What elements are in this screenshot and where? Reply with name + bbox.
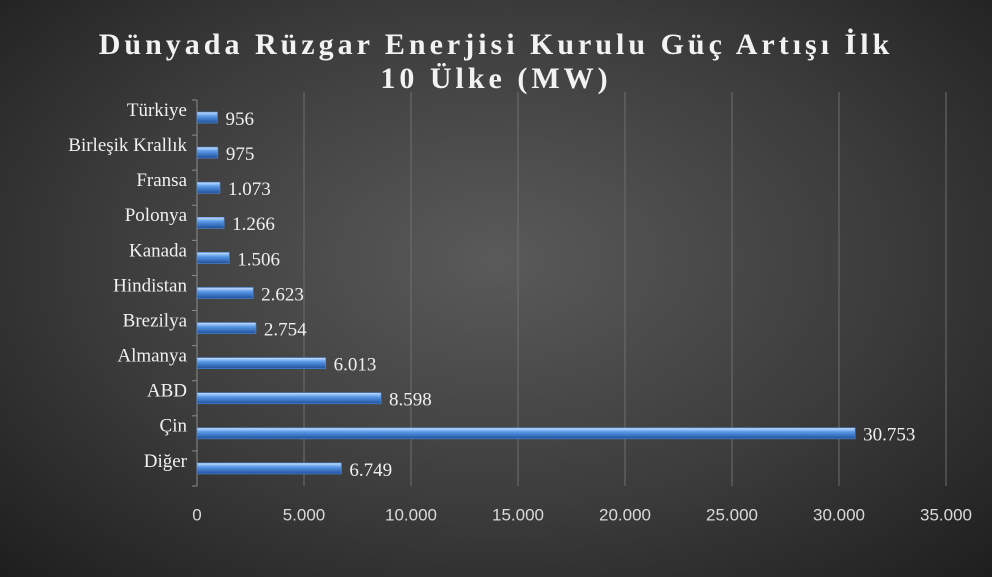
data-label: 1.073 bbox=[228, 179, 271, 200]
bar bbox=[196, 357, 326, 369]
data-label: 8.598 bbox=[389, 390, 432, 411]
y-tick-label: Polonya bbox=[125, 205, 188, 226]
x-tick-label: 35.000 bbox=[920, 505, 972, 524]
bar bbox=[196, 111, 218, 124]
bar bbox=[196, 322, 257, 334]
data-label: 975 bbox=[226, 144, 255, 165]
y-tick-label: Türkiye bbox=[127, 100, 187, 121]
bar bbox=[196, 427, 856, 440]
x-tick-label: 0 bbox=[192, 505, 201, 524]
x-tick-label: 25.000 bbox=[706, 505, 758, 524]
chart-title: Dünyada Rüzgar Enerjisi Kurulu Güç Artış… bbox=[98, 28, 894, 95]
x-tick-label: 10.000 bbox=[385, 505, 437, 524]
x-tick-label: 30.000 bbox=[813, 505, 865, 524]
bar bbox=[196, 217, 225, 229]
y-tick-label: ABD bbox=[147, 381, 187, 402]
x-tick-label: 5.000 bbox=[283, 505, 326, 524]
bar bbox=[196, 146, 219, 159]
y-tick-label: Diğer bbox=[144, 451, 188, 472]
y-tick-label: Hindistan bbox=[113, 275, 187, 296]
data-label: 1.266 bbox=[232, 214, 275, 235]
bar bbox=[196, 287, 254, 299]
bar bbox=[196, 181, 221, 194]
bar bbox=[196, 392, 382, 405]
data-label: 2.754 bbox=[264, 319, 307, 340]
bar bbox=[196, 462, 342, 475]
data-label: 1.506 bbox=[237, 249, 280, 270]
y-tick-label: Birleşik Krallık bbox=[68, 135, 187, 156]
x-tick-label: 15.000 bbox=[492, 505, 544, 524]
y-tick-label: Kanada bbox=[129, 240, 188, 261]
y-tick-label: Çin bbox=[160, 416, 188, 437]
data-label: 6.749 bbox=[349, 460, 392, 481]
y-tick-label: Almanya bbox=[117, 346, 187, 367]
bar bbox=[196, 252, 230, 264]
data-label: 30.753 bbox=[863, 425, 915, 446]
x-tick-label: 20.000 bbox=[599, 505, 651, 524]
y-tick-label: Fransa bbox=[136, 170, 187, 191]
data-label: 956 bbox=[225, 109, 254, 130]
data-label: 6.013 bbox=[334, 355, 377, 376]
y-tick-label: Brezilya bbox=[123, 310, 188, 331]
data-label: 2.623 bbox=[261, 284, 304, 305]
